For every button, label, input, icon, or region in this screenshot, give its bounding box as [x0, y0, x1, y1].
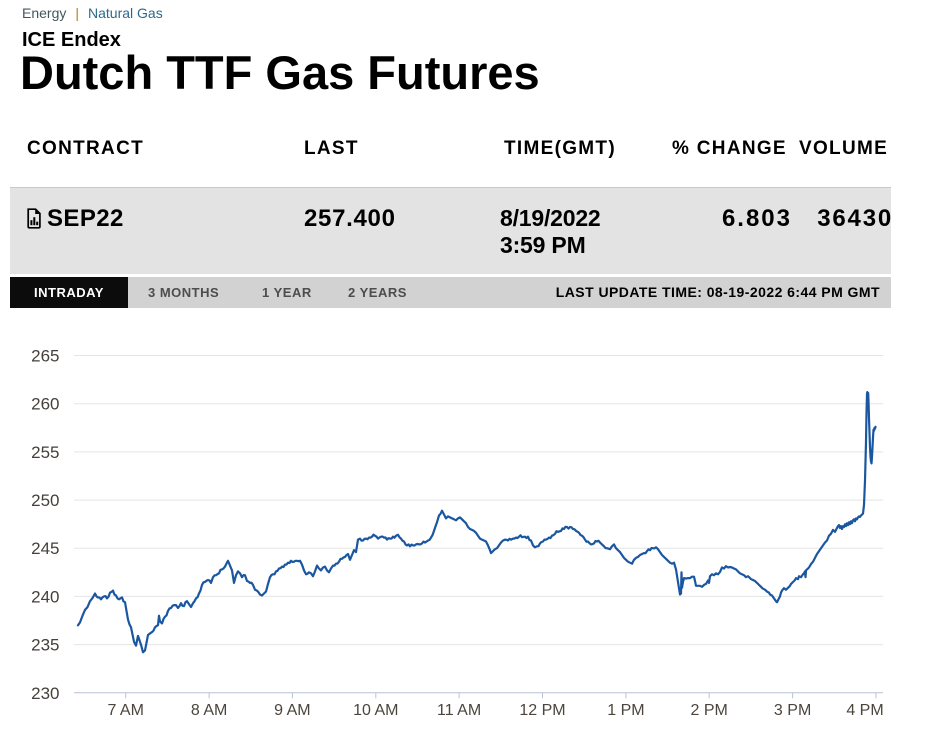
svg-text:265: 265	[31, 347, 59, 366]
svg-text:8 AM: 8 AM	[191, 702, 227, 719]
svg-text:2 PM: 2 PM	[691, 702, 728, 719]
svg-text:260: 260	[31, 395, 59, 414]
svg-text:11 AM: 11 AM	[437, 702, 481, 719]
svg-text:4 PM: 4 PM	[846, 702, 883, 719]
svg-text:230: 230	[31, 684, 59, 703]
svg-text:255: 255	[31, 443, 59, 462]
svg-text:12 PM: 12 PM	[519, 702, 565, 719]
svg-text:7 AM: 7 AM	[107, 702, 143, 719]
svg-text:240: 240	[31, 587, 59, 606]
svg-text:3 PM: 3 PM	[774, 702, 811, 719]
svg-text:245: 245	[31, 539, 59, 558]
svg-text:250: 250	[31, 491, 59, 510]
svg-text:235: 235	[31, 636, 59, 655]
svg-text:1 PM: 1 PM	[607, 702, 644, 719]
svg-text:9 AM: 9 AM	[274, 702, 310, 719]
svg-text:10 AM: 10 AM	[353, 702, 398, 719]
